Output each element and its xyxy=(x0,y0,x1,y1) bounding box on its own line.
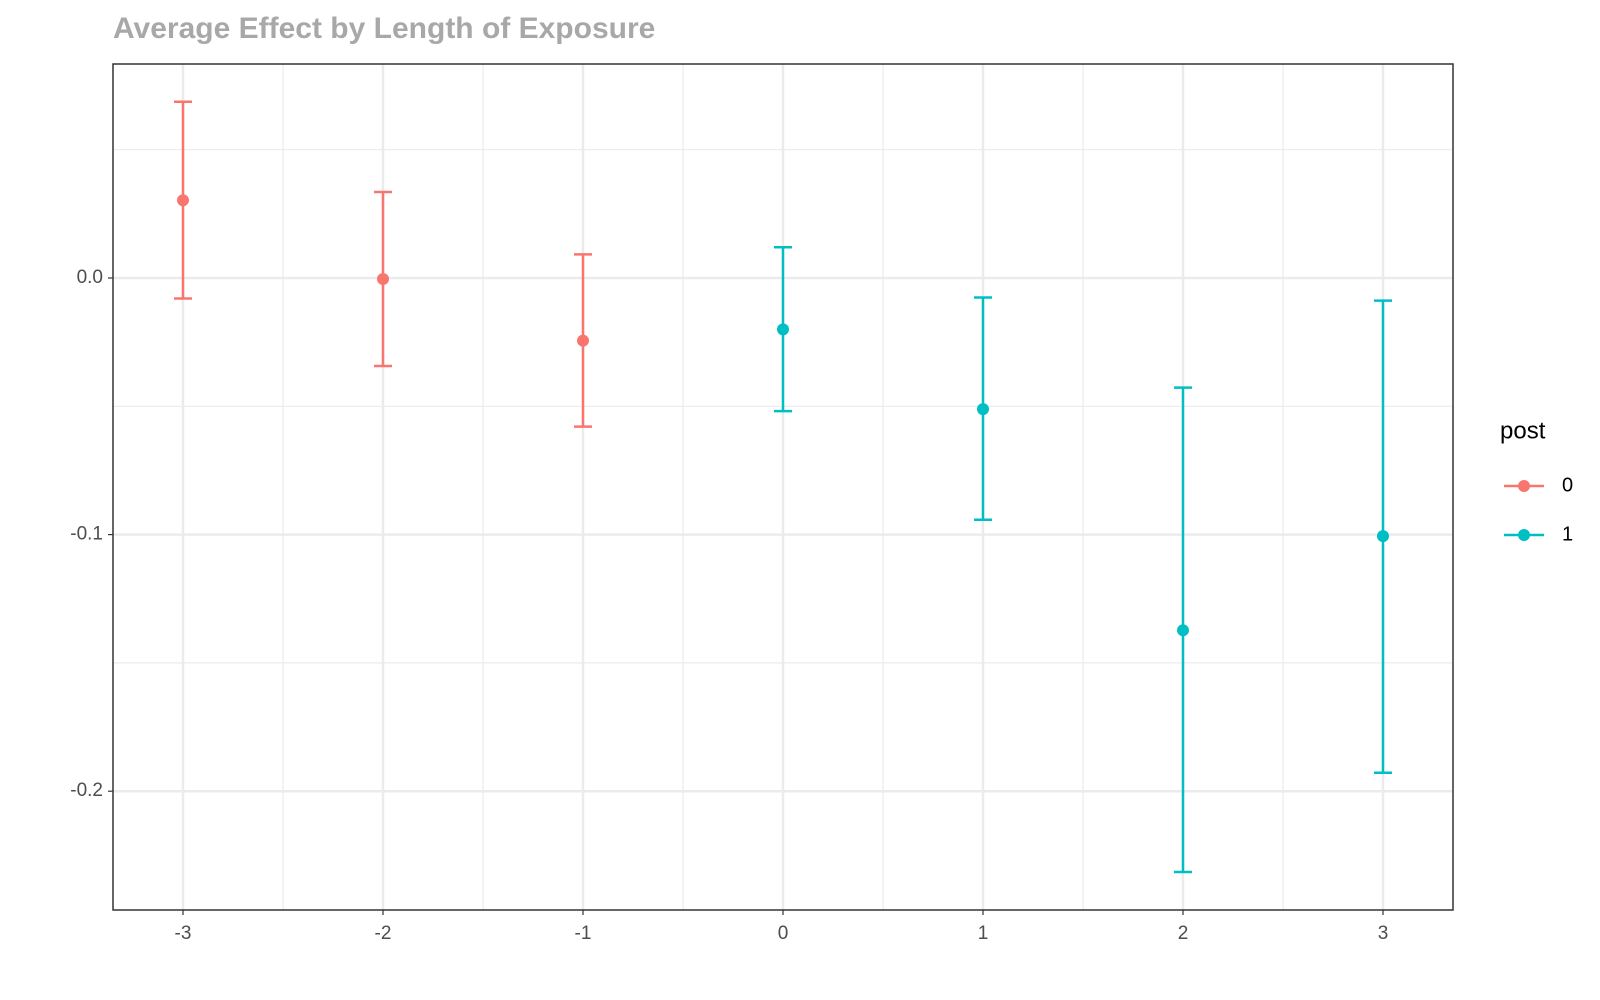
point xyxy=(177,194,189,207)
y-tick-label: -0.2 xyxy=(70,780,103,801)
point xyxy=(777,323,789,336)
y-tick-label: -0.1 xyxy=(70,524,103,545)
legend-label: 1 xyxy=(1562,523,1573,545)
chart-title: Average Effect by Length of Exposure xyxy=(113,12,655,45)
x-tick-label: 1 xyxy=(978,923,989,944)
x-tick-label: 0 xyxy=(778,923,789,944)
legend-key-point xyxy=(1518,480,1530,492)
x-tick-label: -2 xyxy=(375,923,392,944)
x-tick-label: 2 xyxy=(1178,923,1189,944)
x-tick-label: -3 xyxy=(175,923,192,944)
point xyxy=(1177,624,1189,637)
point xyxy=(577,334,589,347)
panel-border xyxy=(112,63,1454,911)
x-tick-label: 3 xyxy=(1378,923,1389,944)
legend-key-point xyxy=(1518,529,1530,541)
point xyxy=(1377,530,1389,543)
legend-label: 0 xyxy=(1562,474,1573,496)
point xyxy=(377,273,389,286)
x-tick-label: -1 xyxy=(575,923,592,944)
point xyxy=(977,403,989,416)
y-tick-label: 0.0 xyxy=(77,267,103,288)
legend-title: post xyxy=(1500,417,1546,444)
